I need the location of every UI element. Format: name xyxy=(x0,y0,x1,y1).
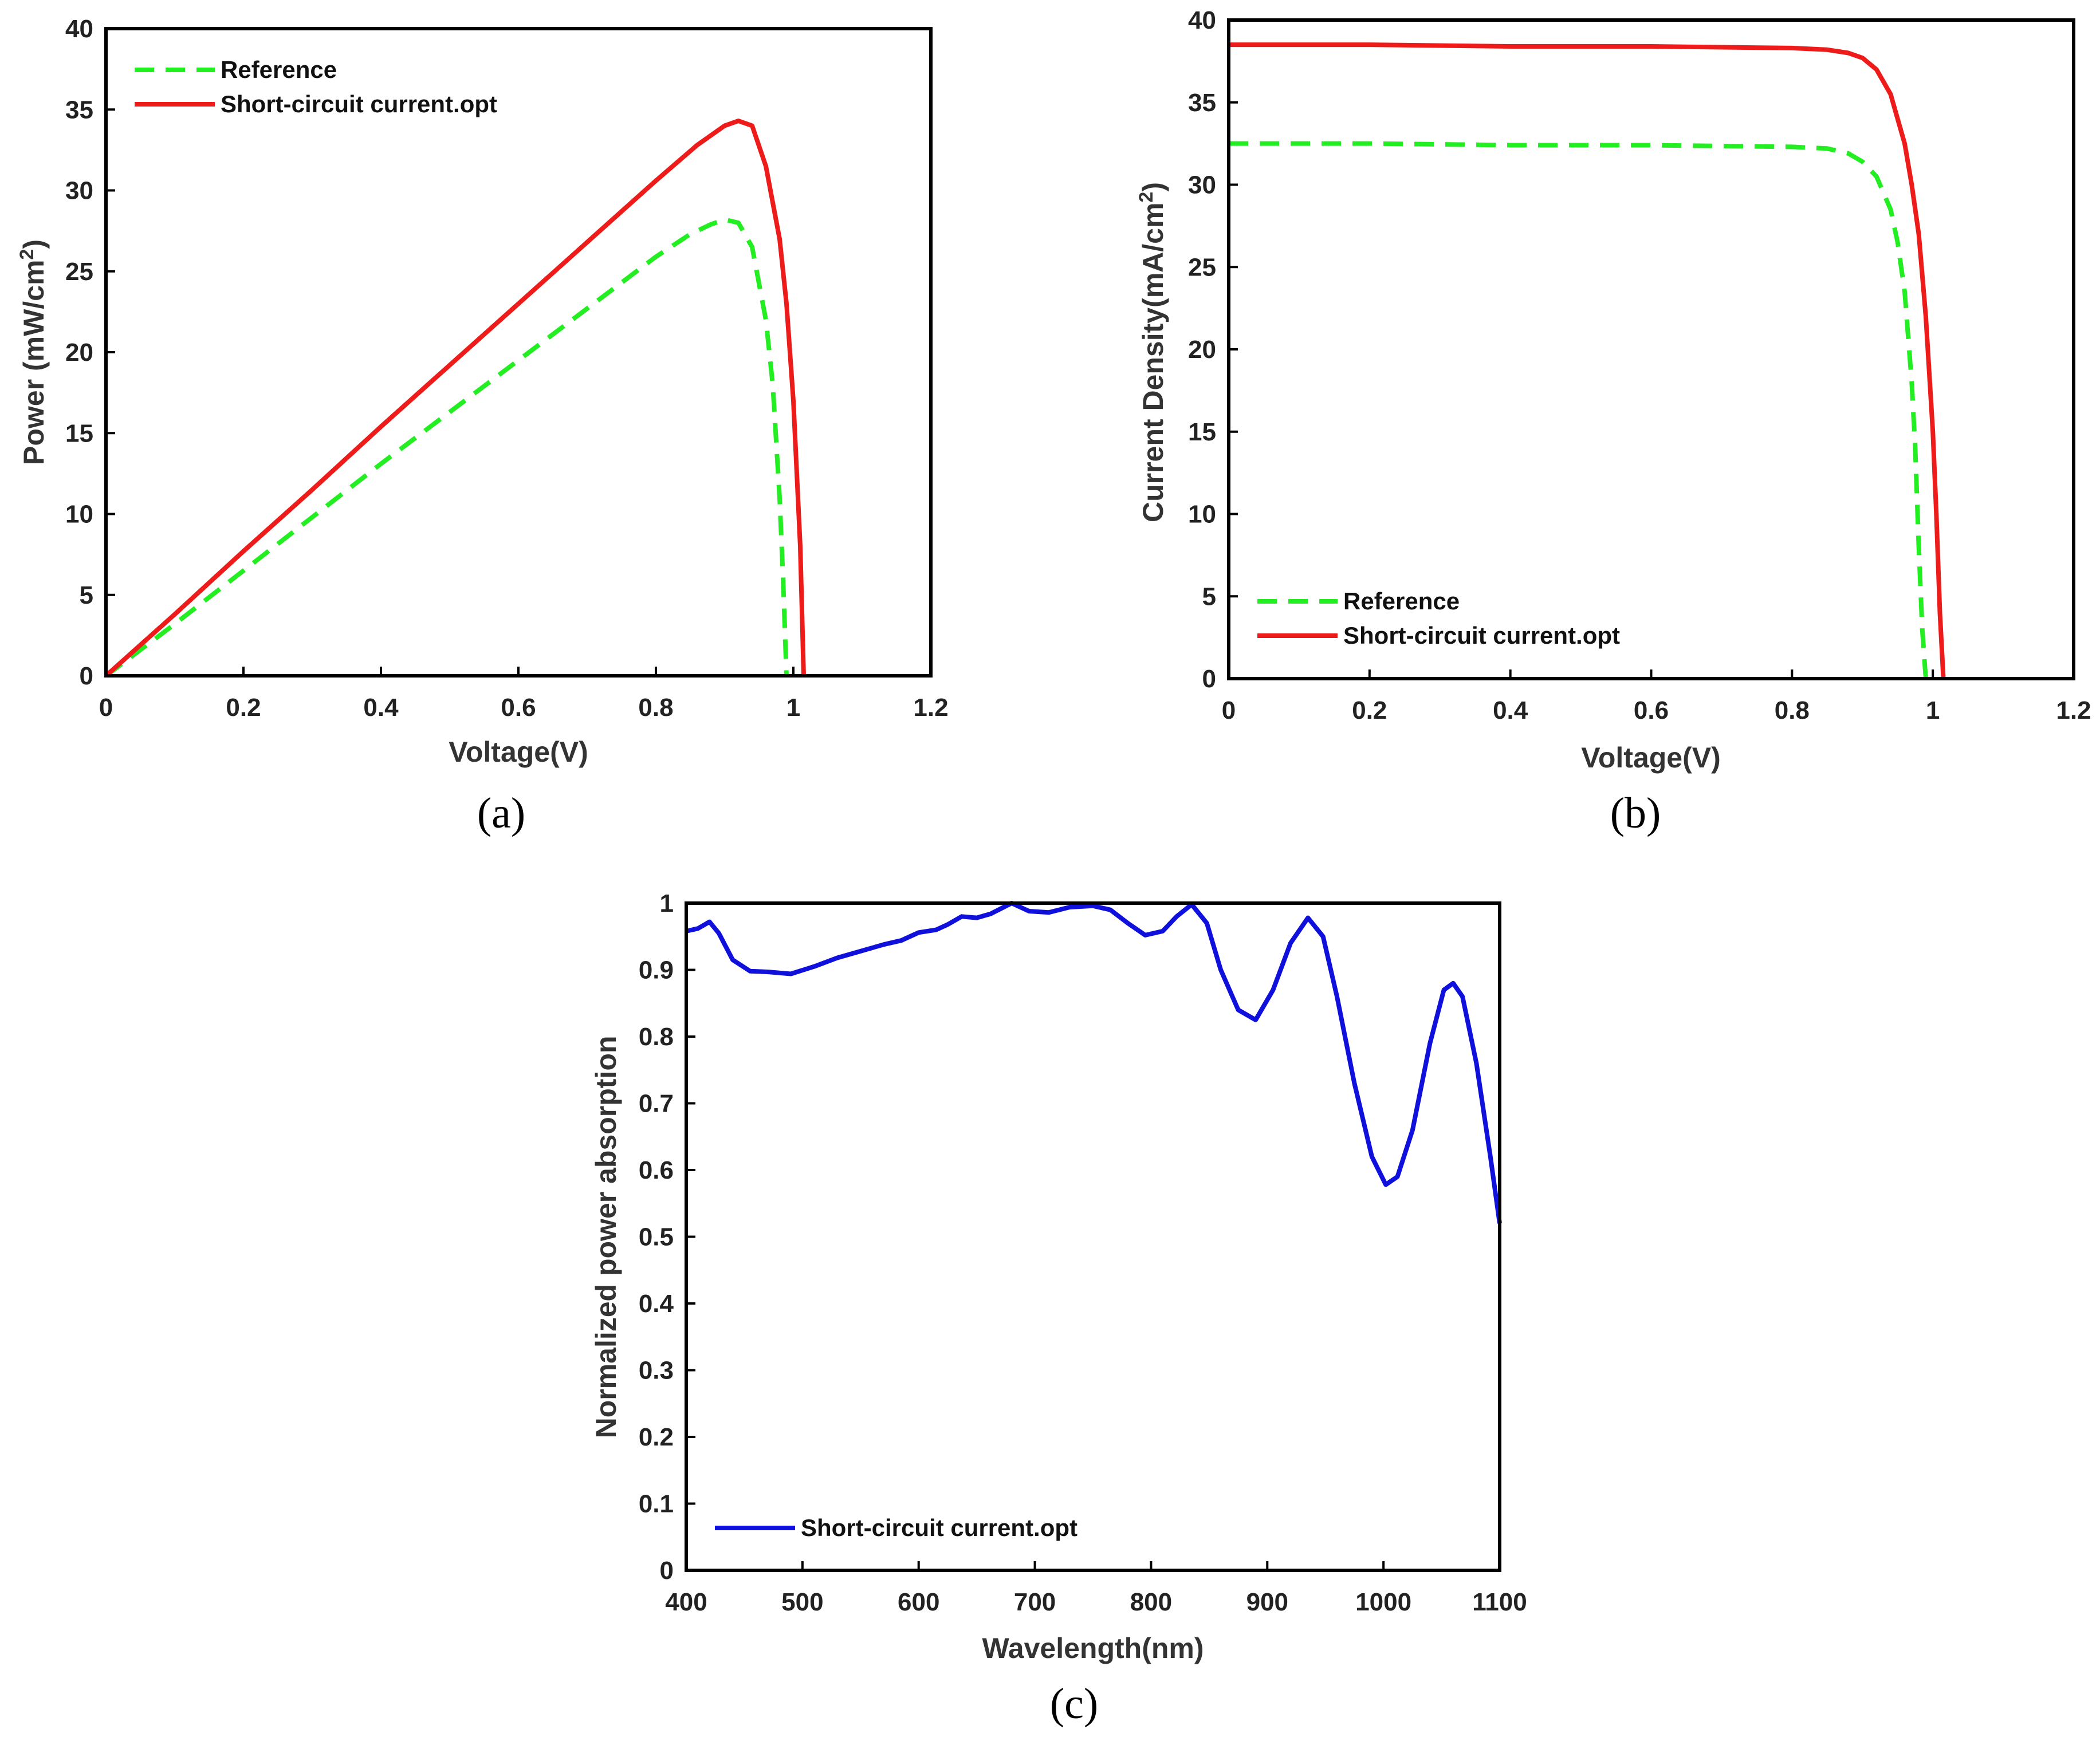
y-tick-label-c: 0.8 xyxy=(639,1023,674,1051)
x-tick-label-c: 400 xyxy=(665,1588,707,1616)
legend-label-b-1: Short-circuit current.opt xyxy=(1343,622,1620,649)
legend-label-c-0: Short-circuit current.opt xyxy=(801,1514,1077,1541)
y-tick-label-a: 15 xyxy=(65,419,93,447)
y-tick-label-c: 0.6 xyxy=(639,1156,674,1184)
x-tick-label-b: 0.8 xyxy=(1775,696,1810,724)
y-axis-label-a: Power (mW/cm2) xyxy=(16,239,50,465)
y-tick-label-b: 0 xyxy=(1202,665,1216,693)
y-axis-label-b-sup: 2 xyxy=(1135,192,1157,203)
y-axis-label-a-sup: 2 xyxy=(16,249,38,260)
legend-label-a-1: Short-circuit current.opt xyxy=(221,90,497,117)
panel-label-a: (a) xyxy=(477,789,525,837)
y-tick-label-c: 0.2 xyxy=(639,1423,674,1451)
x-tick-label-a: 1 xyxy=(786,694,800,722)
x-tick-label-a: 0.8 xyxy=(638,694,673,722)
y-tick-label-a: 0 xyxy=(80,662,93,690)
y-tick-label-b: 15 xyxy=(1188,418,1216,446)
y-tick-label-b: 20 xyxy=(1188,336,1216,364)
x-axis-label-c: Wavelength(nm) xyxy=(982,1632,1204,1664)
x-tick-label-a: 1.2 xyxy=(913,694,948,722)
x-tick-label-c: 800 xyxy=(1130,1588,1172,1616)
x-tick-label-b: 0 xyxy=(1222,696,1236,724)
y-tick-label-c: 0 xyxy=(660,1557,674,1585)
y-tick-label-c: 0.1 xyxy=(639,1490,674,1518)
y-tick-label-c: 1 xyxy=(660,889,674,917)
y-tick-label-b: 30 xyxy=(1188,171,1216,199)
series-line-a-optimized xyxy=(104,119,806,678)
y-tick-label-b: 25 xyxy=(1188,253,1216,281)
y-tick-label-a: 30 xyxy=(65,177,93,205)
x-tick-label-b: 0.2 xyxy=(1352,696,1387,724)
y-tick-label-b: 40 xyxy=(1188,6,1216,34)
x-tick-label-c: 700 xyxy=(1014,1588,1056,1616)
legend-label-a-0: Reference xyxy=(221,56,337,83)
x-axis-label-b: Voltage(V) xyxy=(1581,742,1721,774)
series-line-a-reference xyxy=(104,217,789,678)
x-tick-label-b: 0.6 xyxy=(1634,696,1669,724)
y-tick-label-a: 25 xyxy=(65,258,93,286)
panel-label-b: (b) xyxy=(1610,789,1661,837)
x-tick-label-c: 600 xyxy=(898,1588,939,1616)
x-tick-label-c: 1000 xyxy=(1355,1588,1411,1616)
y-tick-label-a: 10 xyxy=(65,501,93,529)
y-axis-label-a-main: Power (mW/cm xyxy=(18,260,50,465)
y-axis-label-a-end: ) xyxy=(18,239,50,249)
y-tick-label-c: 0.4 xyxy=(639,1290,674,1318)
x-tick-label-a: 0.4 xyxy=(363,694,399,722)
y-tick-label-a: 5 xyxy=(80,581,93,609)
x-tick-label-a: 0.2 xyxy=(226,694,261,722)
chart-a: 0 0.2 0.4 0.6 0.8 1 1.2 0 5 10 15 20 25 30 35 40 Refer… xyxy=(16,15,949,837)
y-axis-label-b-main: Current Density(mA/cm xyxy=(1137,203,1169,522)
x-tick-label-c: 900 xyxy=(1246,1588,1288,1616)
x-tick-label-a: 0.6 xyxy=(501,694,536,722)
y-tick-label-b: 35 xyxy=(1188,89,1216,117)
series-line-c-absorption xyxy=(686,901,1502,1224)
x-tick-label-c: 1100 xyxy=(1472,1588,1527,1616)
y-tick-label-a: 35 xyxy=(65,96,93,124)
y-tick-label-b: 5 xyxy=(1202,582,1216,610)
series-line-b-reference xyxy=(1229,141,1928,679)
y-tick-label-b: 10 xyxy=(1188,501,1216,529)
y-tick-label-c: 0.7 xyxy=(639,1090,674,1118)
y-axis-label-b-end: ) xyxy=(1137,182,1169,192)
x-tick-label-a: 0 xyxy=(99,694,113,722)
y-tick-label-c: 0.5 xyxy=(639,1223,674,1251)
chart-c: 400 500 600 700 800 900 1000 1100 0 0.1 0.2 0.3 0.4… xyxy=(590,889,1527,1728)
x-tick-label-b: 0.4 xyxy=(1493,696,1528,724)
y-axis-label-c: Normalized power absorption xyxy=(590,1036,622,1439)
x-tick-label-b: 1 xyxy=(1926,696,1940,724)
y-tick-label-c: 0.9 xyxy=(639,956,674,984)
chart-b: 0 0.2 0.4 0.6 0.8 1 1.2 0 5 10 15 20 25 30 35 40 Refer… xyxy=(1135,6,2091,837)
x-tick-label-c: 500 xyxy=(781,1588,823,1616)
legend-label-b-0: Reference xyxy=(1343,588,1460,615)
panel-label-c: (c) xyxy=(1050,1680,1098,1728)
series-line-b-optimized xyxy=(1229,42,1946,679)
x-tick-label-b: 1.2 xyxy=(2056,696,2091,724)
y-tick-label-a: 40 xyxy=(65,15,93,43)
y-axis-label-b: Current Density(mA/cm2) xyxy=(1135,182,1169,522)
y-tick-label-c: 0.3 xyxy=(639,1357,674,1385)
x-axis-label-a: Voltage(V) xyxy=(449,736,588,768)
y-tick-label-a: 20 xyxy=(65,338,93,367)
